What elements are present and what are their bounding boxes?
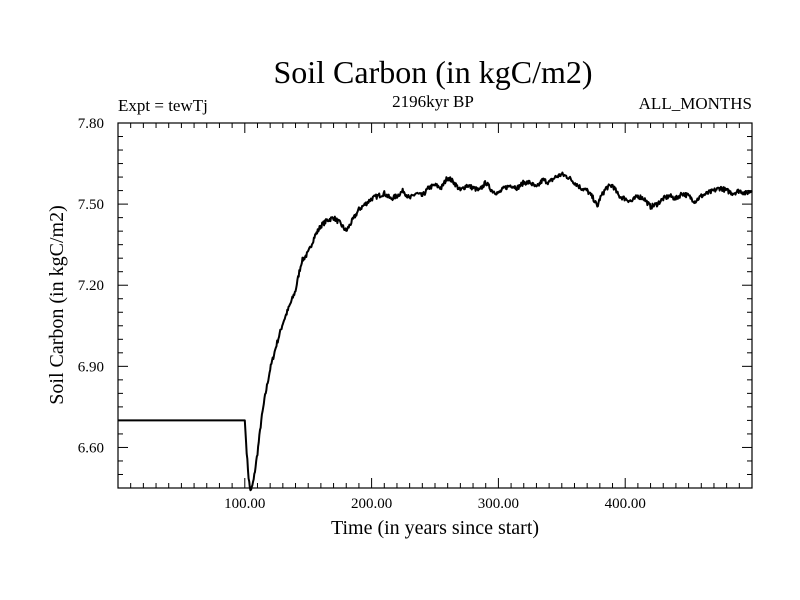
y-tick-label: 6.90: [78, 359, 104, 375]
y-tick-labels: 6.60 6.90 7.20 7.50 7.80: [78, 116, 104, 456]
chart-title: Soil Carbon (in kgC/m2): [273, 54, 592, 90]
y-axis-label: Soil Carbon (in kgC/m2): [46, 205, 68, 404]
experiment-label: Expt = tewTj: [118, 96, 208, 115]
months-label: ALL_MONTHS: [639, 94, 752, 113]
x-tick-label: 400.00: [605, 496, 646, 512]
series-line-soil-carbon: [117, 171, 753, 492]
x-tick-label: 300.00: [478, 496, 519, 512]
axis-ticks: [118, 123, 752, 488]
y-tick-label: 7.80: [78, 116, 104, 132]
plot-frame: [117, 122, 753, 489]
y-tick-label: 7.50: [78, 197, 104, 213]
x-tick-label: 100.00: [224, 496, 265, 512]
x-tick-label: 200.00: [351, 496, 392, 512]
x-tick-labels: 100.00 200.00 300.00 400.00: [224, 496, 646, 512]
y-tick-label: 7.20: [78, 278, 104, 294]
period-label: 2196kyr BP: [392, 92, 474, 111]
y-tick-label: 6.60: [78, 440, 104, 456]
x-axis-label: Time (in years since start): [331, 517, 539, 539]
